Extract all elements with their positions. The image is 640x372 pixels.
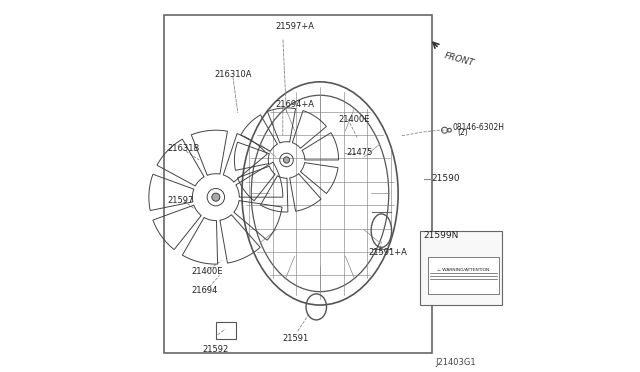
Text: 21475: 21475: [346, 148, 372, 157]
Bar: [164, 15, 431, 353]
Bar: [216, 322, 236, 339]
Text: 21590: 21590: [431, 174, 460, 183]
Text: 21597+A: 21597+A: [275, 22, 314, 31]
Text: 21694: 21694: [191, 286, 218, 295]
Text: 21591+A: 21591+A: [369, 248, 407, 257]
Text: 21400E: 21400E: [339, 115, 370, 124]
Text: 21591: 21591: [283, 334, 309, 343]
Text: 21599N: 21599N: [423, 231, 459, 240]
Text: 21631B: 21631B: [168, 144, 200, 153]
Text: (2): (2): [458, 128, 468, 137]
Bar: [420, 231, 502, 305]
Circle shape: [212, 193, 220, 201]
Text: 21592: 21592: [203, 345, 229, 354]
Text: ⚠ WARNING/ATTENTION: ⚠ WARNING/ATTENTION: [437, 268, 490, 272]
Text: FRONT: FRONT: [443, 51, 475, 68]
Text: 08146-6302H: 08146-6302H: [452, 123, 504, 132]
Text: 21400E: 21400E: [191, 267, 223, 276]
Text: 21694+A: 21694+A: [275, 100, 314, 109]
Text: 216310A: 216310A: [214, 70, 252, 79]
Circle shape: [284, 157, 290, 163]
Text: J21403G1: J21403G1: [436, 358, 476, 367]
Bar: [428, 257, 499, 294]
Text: 21597: 21597: [168, 196, 194, 205]
